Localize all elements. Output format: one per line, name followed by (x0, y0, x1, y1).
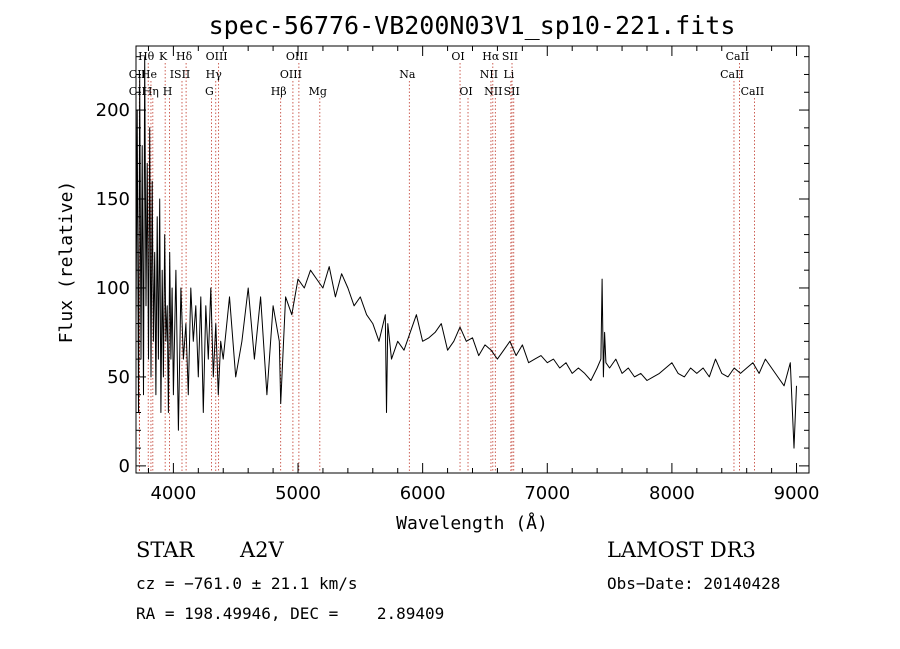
line-label-10: He (141, 68, 157, 81)
object-type: STAR (136, 538, 195, 562)
line-label-22: Hβ (271, 85, 287, 98)
coordinates: RA = 198.49946, DEC = 2.89409 (136, 604, 445, 623)
observation-date: Obs−Date: 20140428 (607, 574, 781, 593)
y-axis-label: Flux (relative) (56, 181, 77, 344)
line-label-23: Mg (309, 85, 327, 98)
flux-series-line (135, 56, 797, 449)
x-tick-label-3: 7000 (524, 483, 570, 504)
y-tick-label-1: 50 (107, 367, 130, 388)
x-tick-label-5: 9000 (774, 483, 820, 504)
line-label-3: OIII (206, 50, 228, 63)
line-label-12: Hγ (206, 68, 223, 81)
line-label-7: SII (502, 50, 518, 63)
line-label-21: G (205, 85, 214, 98)
survey-name: LAMOST DR3 (607, 538, 756, 562)
line-label-0: Hθ (138, 50, 155, 63)
redshift-velocity: cz = −761.0 ± 21.1 km/s (136, 574, 358, 593)
line-label-26: SII (504, 85, 520, 98)
x-tick-label-0: 4000 (150, 483, 196, 504)
x-axis-label: Wavelength (Å) (396, 512, 548, 534)
line-label-19: Hη (143, 85, 159, 98)
plot-area (135, 56, 797, 449)
y-tick-label-0: 0 (119, 456, 130, 477)
line-label-17: CaII (720, 68, 744, 81)
line-label-4: OIII (286, 50, 308, 63)
line-label-11: ISII (170, 68, 191, 81)
line-label-16: Li (503, 68, 514, 81)
line-label-1: K (159, 50, 168, 63)
line-label-20: H (163, 85, 173, 98)
line-label-24: OI (459, 85, 472, 98)
y-tick-label-2: 100 (96, 278, 130, 299)
x-tick-label-4: 8000 (649, 483, 695, 504)
x-tick-label-1: 5000 (275, 483, 321, 504)
y-tick-label-4: 200 (96, 100, 130, 121)
line-label-27: CaII (741, 85, 765, 98)
line-label-18: CII (129, 85, 146, 98)
line-label-6: Hα (482, 50, 500, 63)
chart-title: spec-56776-VB200N03V1_sp10-221.fits (209, 11, 736, 40)
plot-frame (135, 45, 810, 474)
line-label-15: NII (480, 68, 498, 81)
line-label-2: Hδ (176, 50, 193, 63)
line-label-8: CaII (726, 50, 750, 63)
line-label-25: NII (484, 85, 502, 98)
line-label-13: OIII (280, 68, 302, 81)
x-tick-label-2: 6000 (400, 483, 446, 504)
y-tick-label-3: 150 (96, 189, 130, 210)
line-label-14: Na (399, 68, 416, 81)
line-label-5: OI (451, 50, 464, 63)
axes: 4000 5000 6000 7000 8000 9000 0 50 100 150 200 (96, 45, 820, 504)
spectral-subclass: A2V (240, 538, 284, 562)
